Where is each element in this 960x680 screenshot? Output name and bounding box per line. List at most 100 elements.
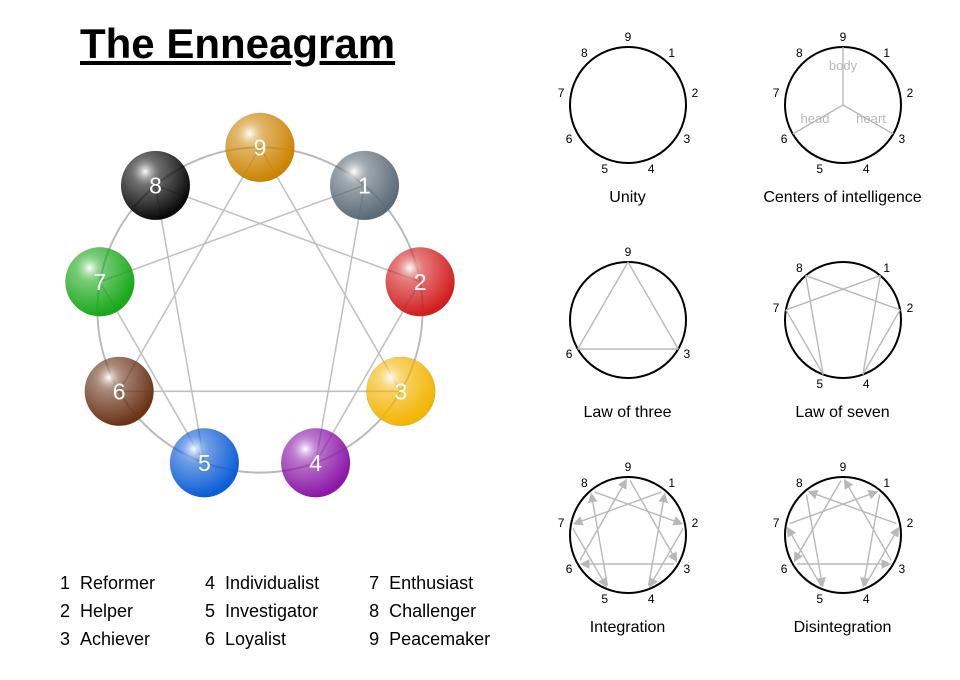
type-ball-4: 4 [281, 428, 350, 497]
svg-text:7: 7 [772, 86, 779, 100]
legend-item-7: 7Enthusiast [369, 570, 490, 598]
svg-text:1: 1 [358, 172, 371, 198]
svg-text:4: 4 [862, 162, 869, 176]
svg-text:9: 9 [624, 245, 631, 259]
legend-item-3: 3Achiever [60, 626, 155, 654]
svg-text:head: head [800, 111, 829, 126]
legend-item-5: 5Investigator [205, 598, 319, 626]
panel-figure-law7: 1 2 4 5 7 8 [743, 230, 943, 400]
legend-col-0: 1Reformer2Helper3Achiever [60, 570, 155, 654]
legend-item-8: 8Challenger [369, 598, 490, 626]
panel-label-unity: Unity [609, 189, 645, 207]
svg-text:3: 3 [683, 132, 690, 146]
svg-text:8: 8 [795, 476, 802, 490]
type-ball-3: 3 [366, 357, 435, 426]
svg-text:9: 9 [624, 460, 631, 474]
svg-text:2: 2 [906, 516, 913, 530]
panel-grid: 1 2 3 4 5 6 7 8 9 Unity body heart head 1 2 3 4 5 6 7 8 9 Cent… [525, 15, 945, 655]
legend-item-1: 1Reformer [60, 570, 155, 598]
legend-item-4: 4Individualist [205, 570, 319, 598]
svg-text:6: 6 [780, 132, 787, 146]
panel-law7: 1 2 4 5 7 8 Law of seven [740, 230, 945, 440]
svg-text:5: 5 [601, 592, 608, 606]
svg-text:1: 1 [668, 46, 675, 60]
page-root: The Enneagram 1 2 3 4 5 6 7 8 9 1Reformer2Helper… [0, 0, 960, 680]
type-ball-8: 8 [121, 151, 190, 220]
svg-text:5: 5 [816, 592, 823, 606]
svg-text:5: 5 [816, 377, 823, 391]
panel-label-law7: Law of seven [795, 404, 889, 422]
panel-label-integration: Integration [590, 619, 666, 637]
svg-text:5: 5 [601, 162, 608, 176]
svg-text:4: 4 [647, 162, 654, 176]
panel-figure-unity: 123456789 [528, 15, 728, 185]
svg-text:9: 9 [254, 134, 267, 160]
svg-text:8: 8 [795, 46, 802, 60]
panel-figure-law3: 9 3 6 [528, 230, 728, 400]
panel-integration: 1 2 3 4 5 6 7 8 9 Integration [525, 445, 730, 655]
panel-label-disintegration: Disintegration [794, 619, 892, 637]
svg-text:7: 7 [772, 301, 779, 315]
panel-label-law3: Law of three [583, 404, 671, 422]
legend-col-1: 4Individualist5Investigator6Loyalist [205, 570, 319, 654]
panel-figure-integration: 1 2 3 4 5 6 7 8 9 [528, 445, 728, 615]
legend-item-9: 9Peacemaker [369, 626, 490, 654]
type-ball-7: 7 [65, 247, 134, 316]
svg-text:3: 3 [898, 132, 905, 146]
svg-text:7: 7 [772, 516, 779, 530]
panel-unity: 123456789Unity [525, 15, 730, 225]
svg-text:1: 1 [668, 476, 675, 490]
type-ball-9: 9 [226, 113, 295, 182]
svg-text:2: 2 [906, 86, 913, 100]
svg-text:8: 8 [580, 46, 587, 60]
panel-law3: 9 3 6 Law of three [525, 230, 730, 440]
type-ball-5: 5 [170, 428, 239, 497]
svg-text:6: 6 [565, 562, 572, 576]
svg-text:4: 4 [647, 592, 654, 606]
type-legend: 1Reformer2Helper3Achiever 4Individualist5… [60, 570, 490, 654]
page-title: The Enneagram [80, 20, 395, 68]
panel-label-centers: Centers of intelligence [763, 189, 921, 207]
type-ball-6: 6 [85, 357, 154, 426]
legend-item-2: 2Helper [60, 598, 155, 626]
type-ball-1: 1 [330, 151, 399, 220]
svg-text:6: 6 [113, 378, 126, 404]
svg-text:6: 6 [565, 132, 572, 146]
legend-col-2: 7Enthusiast8Challenger9Peacemaker [369, 570, 490, 654]
svg-text:8: 8 [580, 476, 587, 490]
panel-figure-disintegration: 1 2 3 4 5 6 7 8 9 [743, 445, 943, 615]
svg-text:body: body [828, 58, 857, 73]
svg-text:1: 1 [883, 46, 890, 60]
svg-text:7: 7 [557, 516, 564, 530]
svg-text:1: 1 [883, 261, 890, 275]
legend-item-6: 6Loyalist [205, 626, 319, 654]
svg-text:3: 3 [394, 378, 407, 404]
svg-text:7: 7 [93, 269, 106, 295]
main-enneagram-diagram: 1 2 3 4 5 6 7 8 9 [40, 90, 480, 530]
svg-text:4: 4 [309, 450, 322, 476]
svg-text:4: 4 [862, 592, 869, 606]
svg-text:heart: heart [856, 111, 886, 126]
type-ball-2: 2 [386, 247, 455, 316]
panel-figure-centers: body heart head 1 2 3 4 5 6 7 8 9 [743, 15, 943, 185]
panel-disintegration: 1 2 3 4 5 6 7 8 9 Disintegration [740, 445, 945, 655]
panel-centers: body heart head 1 2 3 4 5 6 7 8 9 Centers of intelli… [740, 15, 945, 225]
svg-text:1: 1 [883, 476, 890, 490]
svg-text:9: 9 [839, 460, 846, 474]
svg-text:9: 9 [624, 30, 631, 44]
svg-text:8: 8 [795, 261, 802, 275]
svg-text:2: 2 [691, 86, 698, 100]
svg-text:4: 4 [862, 377, 869, 391]
svg-text:5: 5 [816, 162, 823, 176]
svg-text:9: 9 [839, 30, 846, 44]
svg-text:3: 3 [898, 562, 905, 576]
svg-text:2: 2 [906, 301, 913, 315]
svg-text:8: 8 [149, 172, 162, 198]
svg-text:2: 2 [691, 516, 698, 530]
svg-text:6: 6 [565, 347, 572, 361]
svg-text:3: 3 [683, 562, 690, 576]
svg-text:6: 6 [780, 562, 787, 576]
svg-text:5: 5 [198, 450, 211, 476]
svg-text:2: 2 [414, 269, 427, 295]
svg-text:3: 3 [683, 347, 690, 361]
